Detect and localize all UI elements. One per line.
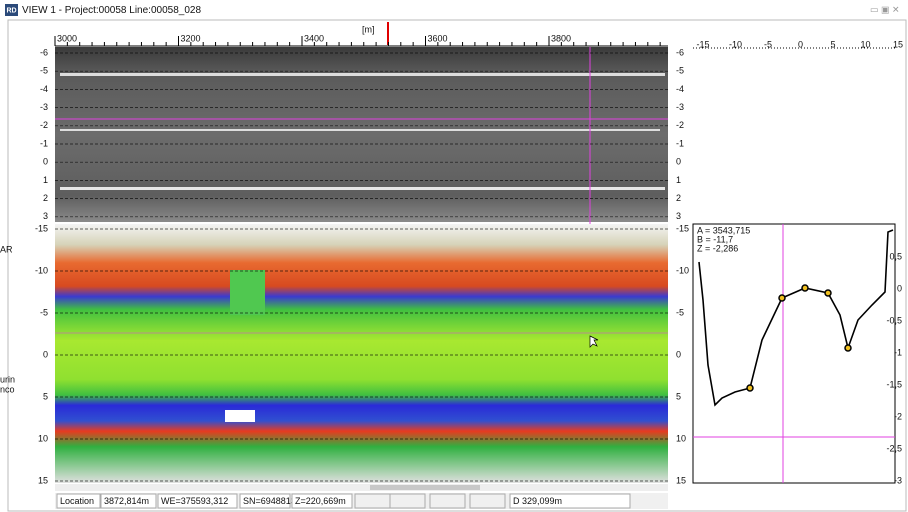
- tick-label: -2: [40, 120, 48, 130]
- profile-tick: -2: [894, 411, 902, 421]
- tick-label: -10: [35, 265, 48, 275]
- tick-label: 1: [43, 175, 48, 185]
- tick-label: 5: [43, 391, 48, 401]
- tick-label: -1: [40, 138, 48, 148]
- readout: Z = -2,286: [697, 243, 738, 253]
- tick-label: 3: [676, 211, 681, 221]
- status-field: [390, 494, 425, 508]
- tick-label: 0: [676, 157, 681, 167]
- status-text: D 329,099m: [513, 496, 562, 506]
- tick-label: -6: [676, 47, 684, 57]
- point: [802, 285, 808, 291]
- app-icon-text: RD: [6, 7, 16, 14]
- profile-top-label: -5: [764, 39, 772, 49]
- anomaly: [230, 270, 265, 315]
- point: [747, 385, 753, 391]
- window-title: VIEW 1 - Project:00058 Line:00058_028: [22, 5, 201, 16]
- reflector: [60, 187, 665, 190]
- tick-label: 3: [43, 211, 48, 221]
- status-field: [430, 494, 465, 508]
- tick-label: 15: [38, 475, 48, 485]
- profile-top-label: -10: [729, 39, 742, 49]
- status-field: [470, 494, 505, 508]
- tick-label: -15: [35, 223, 48, 233]
- point: [845, 345, 851, 351]
- tick-label: 15: [676, 475, 686, 485]
- tick-label: -5: [676, 66, 684, 76]
- side-label: nco: [0, 384, 15, 394]
- tick-label: 0: [43, 349, 48, 359]
- profile-tick: -2,5: [886, 443, 902, 453]
- profile-tick: -1,5: [886, 379, 902, 389]
- ruler-label: 3600: [428, 33, 448, 43]
- reflector: [60, 73, 665, 76]
- ruler-label: 3800: [551, 33, 571, 43]
- status-text: Z=220,669m: [295, 496, 346, 506]
- tick-label: 10: [676, 433, 686, 443]
- tick-label: -4: [676, 84, 684, 94]
- tick-label: -4: [40, 84, 48, 94]
- status-field: [355, 494, 390, 508]
- profile-tick: -0,5: [886, 315, 902, 325]
- profile-plot: [693, 224, 895, 483]
- scrollbar[interactable]: [55, 484, 668, 491]
- profile-tick: 0: [897, 283, 902, 293]
- tick-label: 0: [676, 349, 681, 359]
- tick-label: -5: [676, 307, 684, 317]
- scroll-thumb[interactable]: [370, 485, 480, 490]
- profile-top-label: 15: [893, 39, 903, 49]
- window-controls[interactable]: ▭ ▣ ✕: [870, 4, 900, 14]
- tick-label: -5: [40, 307, 48, 317]
- tick-label: -5: [40, 66, 48, 76]
- ruler-label: 3000: [57, 33, 77, 43]
- tick-label: 2: [676, 193, 681, 203]
- tick-label: 2: [43, 193, 48, 203]
- window: RD VIEW 1 - Project:00058 Line:00058_028…: [0, 0, 908, 512]
- point: [825, 290, 831, 296]
- tick-label: -3: [40, 102, 48, 112]
- profile-top-label: 0: [798, 39, 803, 49]
- status-text: 3872,814m: [104, 496, 149, 506]
- side-label: urin: [0, 374, 15, 384]
- profile-top-label: 10: [860, 39, 870, 49]
- tick-label: 1: [676, 175, 681, 185]
- status-text: Location: [60, 496, 94, 506]
- tick-label: 0: [43, 157, 48, 167]
- profile-top-label: 5: [830, 39, 835, 49]
- ruler-label: 3200: [181, 33, 201, 43]
- tick-label: -15: [676, 223, 689, 233]
- point: [779, 295, 785, 301]
- ruler-label: 3400: [304, 33, 324, 43]
- profile-tick: -3: [894, 475, 902, 485]
- profile-tick: -1: [894, 347, 902, 357]
- tick-label: 5: [676, 391, 681, 401]
- profile-top-label: -15: [696, 39, 709, 49]
- profile-tick: 0,5: [889, 251, 902, 261]
- status-text: WE=375593,312: [161, 496, 228, 506]
- side-label: AR: [0, 244, 13, 254]
- tick-label: -2: [676, 120, 684, 130]
- ruler-unit: [m]: [362, 24, 375, 34]
- tick-label: -10: [676, 265, 689, 275]
- tick-label: 10: [38, 433, 48, 443]
- tick-label: -1: [676, 138, 684, 148]
- tick-label: -6: [40, 47, 48, 57]
- anomaly: [225, 410, 255, 422]
- reflector: [60, 129, 660, 131]
- tick-label: -3: [676, 102, 684, 112]
- radar-bottom-image: [55, 224, 668, 483]
